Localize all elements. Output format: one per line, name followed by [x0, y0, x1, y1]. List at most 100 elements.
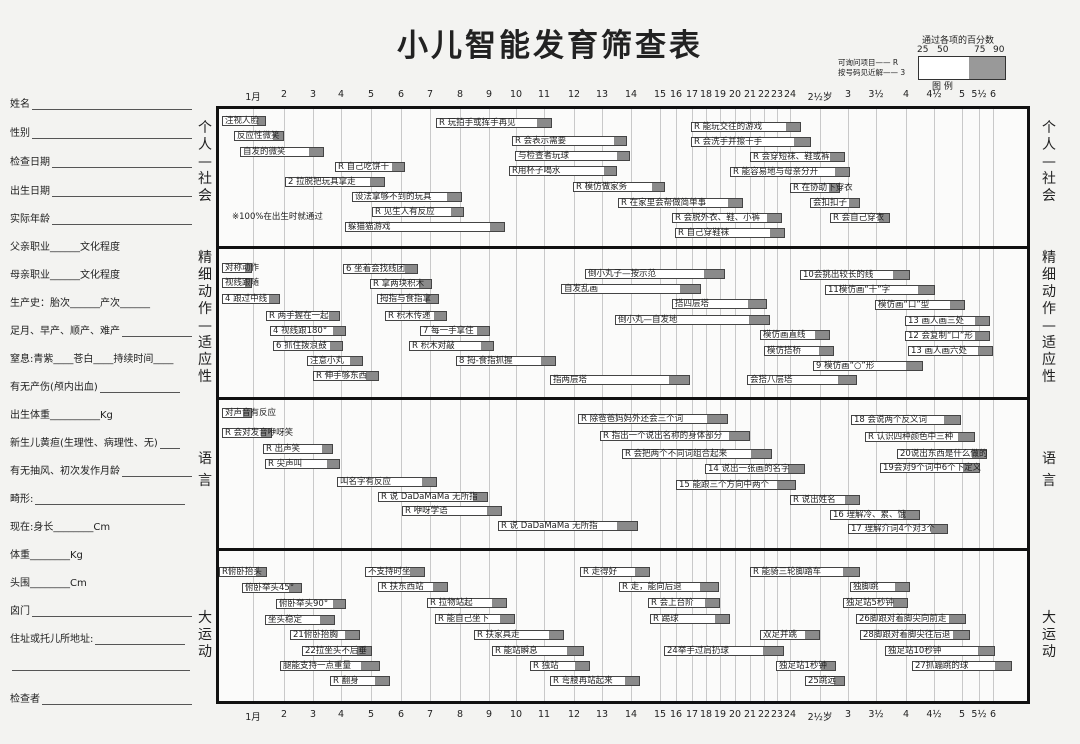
- milestone-label: R 会上台阶: [651, 598, 694, 608]
- form-field[interactable]: 囟门: [10, 602, 192, 617]
- bar-90pct-segment: [705, 599, 719, 607]
- gridline: [631, 109, 632, 701]
- form-field[interactable]: 体重________Kg: [10, 550, 83, 561]
- bar-90pct-segment: [422, 478, 436, 486]
- bar-90pct-segment: [419, 280, 431, 288]
- bar-90pct-segment: [245, 279, 251, 287]
- milestone-label: 独足站5秒钟: [846, 598, 894, 608]
- bar-90pct-segment: [447, 193, 461, 201]
- milestone-bar: R 会洗手并擦干手: [691, 137, 811, 147]
- form-field[interactable]: 足月、早产、顺产、难产: [10, 322, 192, 337]
- milestone-bar: R 走得好: [580, 567, 650, 577]
- form-field[interactable]: 有无抽风、初次发作月龄: [10, 462, 192, 477]
- milestone-bar: R 认识四种颜色中三种: [865, 432, 975, 442]
- form-field[interactable]: [10, 660, 190, 671]
- milestone-label: R 指出一个说出名称的身体部分: [603, 431, 723, 441]
- milestone-bar: 双足并跳: [760, 630, 820, 640]
- age-tick-label: 11: [537, 709, 551, 720]
- milestone-bar: 13 画人画六处: [908, 346, 993, 356]
- form-field[interactable]: 头围________Cm: [10, 578, 87, 589]
- milestone-label: R 能玩交往的游戏: [694, 122, 763, 132]
- milestone-label: R 伸手够东西: [316, 371, 368, 381]
- milestone-bar: 不支持时坐: [365, 567, 425, 577]
- form-field[interactable]: 有无产伤(颅内出血): [10, 378, 180, 393]
- bar-90pct-segment: [350, 357, 362, 365]
- bar-90pct-segment: [845, 496, 859, 504]
- milestone-bar: 对称动作: [222, 263, 259, 273]
- section-label-gross-motor: 大运动: [198, 610, 212, 660]
- gridline: [460, 109, 461, 701]
- milestone-label: 俯卧举头45°: [245, 583, 295, 593]
- milestone-label: 注视人脸: [225, 116, 260, 126]
- form-field[interactable]: 住址或托儿所地址:: [10, 630, 186, 645]
- milestone-label: R 扶家具走: [477, 630, 520, 640]
- form-field[interactable]: 出生体重__________Kg: [10, 410, 113, 421]
- age-tick-label: 2: [280, 709, 288, 720]
- age-tick-label: 16: [669, 89, 683, 100]
- milestone-label: 独脚跳: [853, 582, 879, 592]
- age-tick-label: 3½: [868, 709, 884, 720]
- age-tick-label: 20: [728, 89, 742, 100]
- milestone-label: R 出声笑: [266, 444, 301, 454]
- form-field[interactable]: 畸形:: [10, 490, 186, 505]
- milestone-label: 对称动作: [225, 263, 260, 273]
- milestone-label: 4 跟过中线: [225, 294, 268, 304]
- bar-90pct-segment: [481, 342, 493, 350]
- bar-90pct-segment: [829, 184, 839, 192]
- form-field[interactable]: 检查日期: [10, 153, 192, 168]
- milestone-bar: 与检查者玩球: [515, 151, 630, 161]
- form-field[interactable]: 父亲职业______文化程度: [10, 242, 120, 253]
- bar-90pct-segment: [327, 460, 339, 468]
- milestone-bar: 模仿搭桥: [764, 346, 834, 356]
- milestone-label: 26脚跟对着脚尖向前走: [859, 614, 947, 624]
- form-field[interactable]: 性别: [10, 124, 192, 139]
- milestone-label: R 咿呀学语: [405, 506, 448, 516]
- milestone-label: R 弯腰再站起来: [553, 676, 613, 686]
- form-field[interactable]: 检查者: [10, 690, 192, 705]
- legend-label: 图 例: [932, 82, 953, 92]
- form-field[interactable]: 母亲职业______文化程度: [10, 270, 120, 281]
- milestone-label: 腿能支持一点重量: [283, 661, 352, 671]
- milestone-label: R 会脱外衣、鞋、小裤: [675, 213, 761, 223]
- gridline: [962, 109, 963, 701]
- milestone-bar: 11模仿画“十”字: [825, 285, 935, 295]
- age-tick-label: 23: [770, 709, 784, 720]
- form-field[interactable]: 窒息:青紫____苍白____持续时间____: [10, 354, 174, 365]
- form-field[interactable]: 实际年龄: [10, 210, 192, 225]
- form-field[interactable]: 生产史：胎次______产次______: [10, 298, 150, 309]
- bar-90pct-segment: [243, 409, 251, 417]
- form-field[interactable]: 新生儿黄疸(生理性、病理性、无): [10, 434, 180, 449]
- milestone-label: R 见生人有反应: [375, 207, 435, 217]
- milestone-bar: R 会表示需要: [512, 136, 627, 146]
- section-divider: [216, 548, 1030, 551]
- age-tick-label: 6: [989, 89, 997, 100]
- form-field[interactable]: 姓名: [10, 95, 192, 110]
- milestone-label: 对声音有反应: [225, 408, 277, 418]
- gridline: [313, 109, 314, 701]
- bar-90pct-segment: [257, 117, 265, 125]
- bar-90pct-segment: [834, 677, 844, 685]
- age-tick-label: 7: [426, 709, 434, 720]
- age-tick-label: 5½: [971, 89, 987, 100]
- bar-90pct-segment: [345, 631, 359, 639]
- milestone-bar: R 独站: [530, 661, 590, 671]
- milestone-label: 9 模仿画“○”形: [816, 361, 875, 371]
- age-tick-label: 3½: [868, 89, 884, 100]
- age-tick-label: 4½: [926, 709, 942, 720]
- bar-90pct-segment: [625, 677, 639, 685]
- form-field[interactable]: 出生日期: [10, 182, 192, 197]
- milestone-bar: R 见生人有反应: [372, 207, 464, 217]
- milestone-label: 模仿画直线: [763, 330, 806, 340]
- bar-90pct-segment: [366, 372, 378, 380]
- form-field[interactable]: 现在:身长________Cm: [10, 522, 111, 533]
- age-tick-label: 3: [844, 709, 852, 720]
- milestone-bar: R 积木传递: [385, 311, 447, 321]
- section-label-personal-social-right: 个人—社会: [1042, 120, 1056, 204]
- age-tick-label: 5: [958, 89, 966, 100]
- milestone-bar: 16 理解冷、累、饿: [830, 510, 920, 520]
- milestone-bar: 9 模仿画“○”形: [813, 361, 923, 371]
- milestone-bar: R 能骑三轮脚踏车: [750, 567, 860, 577]
- milestone-label: 双足并跳: [763, 630, 798, 640]
- milestone-bar: R 两手握在一起: [266, 311, 340, 321]
